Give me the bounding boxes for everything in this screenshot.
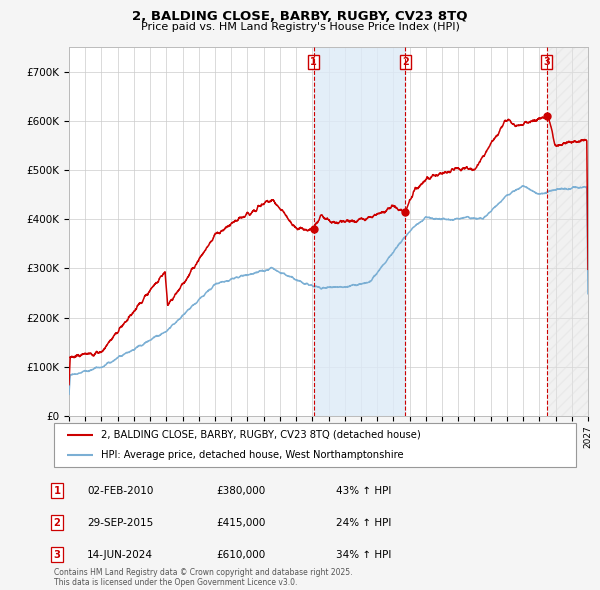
Text: 1: 1 xyxy=(310,57,317,67)
Text: 14-JUN-2024: 14-JUN-2024 xyxy=(87,550,153,559)
Text: £415,000: £415,000 xyxy=(216,518,265,527)
Text: 24% ↑ HPI: 24% ↑ HPI xyxy=(336,518,391,527)
Text: 2, BALDING CLOSE, BARBY, RUGBY, CV23 8TQ: 2, BALDING CLOSE, BARBY, RUGBY, CV23 8TQ xyxy=(132,10,468,23)
Text: 02-FEB-2010: 02-FEB-2010 xyxy=(87,486,154,496)
Text: HPI: Average price, detached house, West Northamptonshire: HPI: Average price, detached house, West… xyxy=(101,450,404,460)
Text: Price paid vs. HM Land Registry's House Price Index (HPI): Price paid vs. HM Land Registry's House … xyxy=(140,22,460,32)
Bar xyxy=(547,47,588,416)
FancyBboxPatch shape xyxy=(54,423,576,467)
Text: 2, BALDING CLOSE, BARBY, RUGBY, CV23 8TQ (detached house): 2, BALDING CLOSE, BARBY, RUGBY, CV23 8TQ… xyxy=(101,430,421,440)
Text: 3: 3 xyxy=(543,57,550,67)
Text: £380,000: £380,000 xyxy=(216,486,265,496)
Text: 43% ↑ HPI: 43% ↑ HPI xyxy=(336,486,391,496)
Text: 2: 2 xyxy=(402,57,409,67)
Text: 1: 1 xyxy=(53,486,61,496)
Text: 2: 2 xyxy=(53,518,61,527)
Text: £610,000: £610,000 xyxy=(216,550,265,559)
Text: 3: 3 xyxy=(53,550,61,559)
Text: 34% ↑ HPI: 34% ↑ HPI xyxy=(336,550,391,559)
Text: 29-SEP-2015: 29-SEP-2015 xyxy=(87,518,153,527)
Text: Contains HM Land Registry data © Crown copyright and database right 2025.
This d: Contains HM Land Registry data © Crown c… xyxy=(54,568,353,587)
Bar xyxy=(314,47,406,416)
